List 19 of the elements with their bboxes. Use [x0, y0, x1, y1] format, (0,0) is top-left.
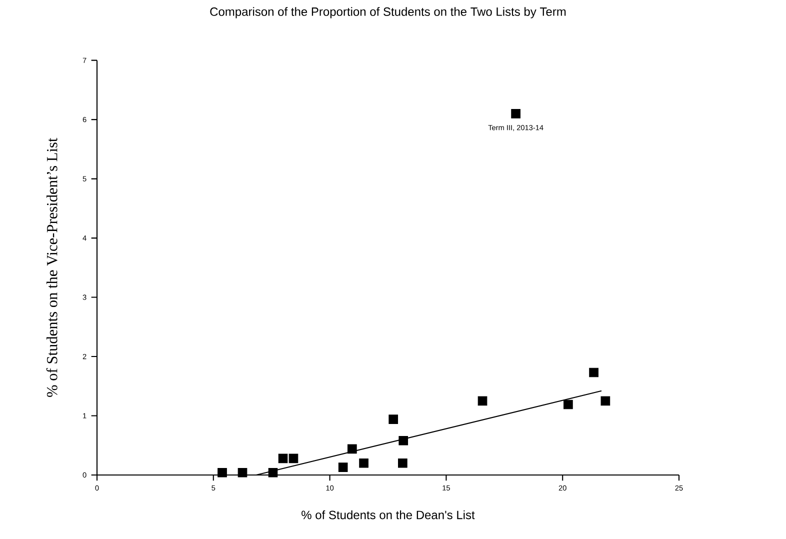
point	[268, 468, 278, 478]
point	[347, 444, 357, 454]
point	[398, 458, 408, 468]
x-axis-title: % of Students on the Dean's List	[302, 510, 475, 520]
point	[359, 458, 368, 468]
point	[398, 436, 408, 446]
point	[511, 108, 520, 118]
point	[564, 400, 573, 410]
point	[238, 468, 248, 478]
point	[278, 454, 288, 464]
point	[388, 414, 398, 424]
point	[288, 454, 298, 464]
point	[589, 368, 598, 378]
point	[338, 462, 348, 472]
point	[218, 468, 227, 478]
y-axis-title: % of Students on the Vice-President’s List	[46, 138, 58, 397]
point	[478, 396, 488, 406]
chart-title: Comparison of the Proportion of Students on the Two Lists by Term	[210, 7, 566, 18]
point	[600, 396, 610, 406]
